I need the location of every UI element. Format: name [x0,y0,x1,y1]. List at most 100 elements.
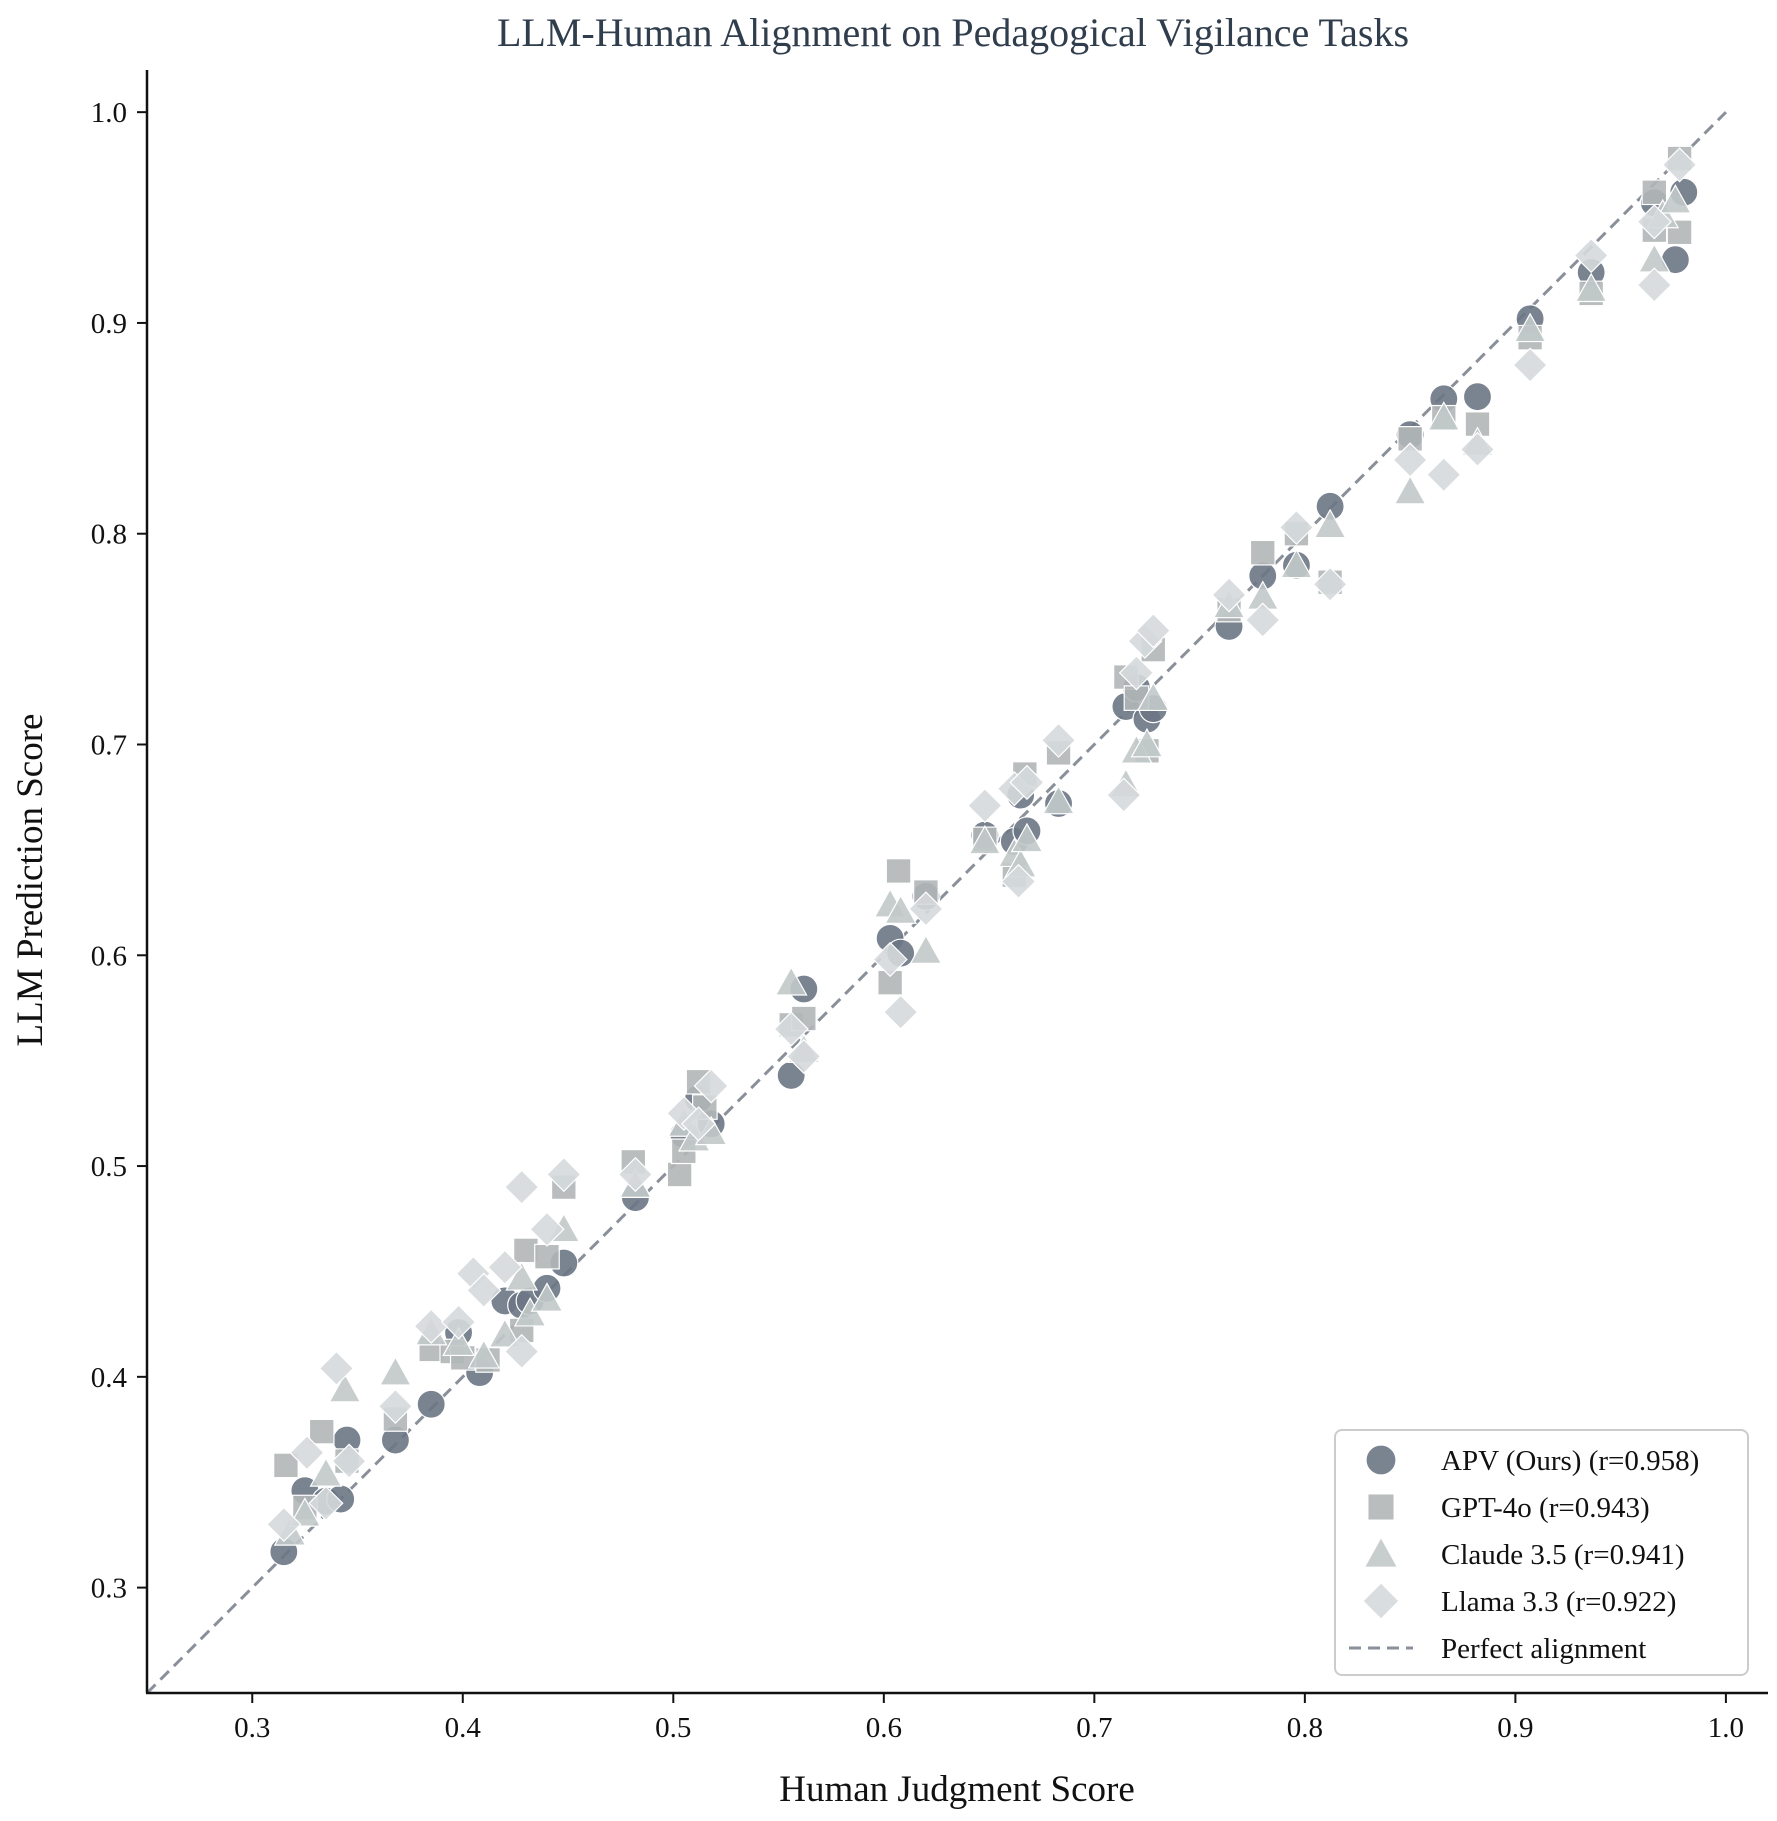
diamond-point [1135,613,1171,649]
x-ticks: 0.3 0.4 0.5 0.6 0.7 0.8 0.9 1.0 [234,1693,1744,1744]
legend-marker-diamond [1362,1582,1400,1620]
diamond-point [440,1304,477,1340]
legend-marker-circle [1365,1444,1397,1476]
x-tick-label: 0.9 [1497,1712,1533,1744]
legend: APV (Ours) (r=0.958) GPT-4o (r=0.943) Clau… [1334,1429,1749,1676]
diamond-point [1312,566,1348,602]
diamond-point [1211,577,1247,613]
x-axis-label: Human Judgment Score [779,1769,1135,1810]
circle-point [1462,382,1493,412]
diamond-point [1009,764,1045,801]
diamond-point [1392,442,1428,478]
diamond-point [289,1435,325,1471]
diamond-point [266,1506,302,1543]
plot-area [145,111,1727,1695]
diamond-point [487,1249,523,1285]
diamond-point [504,1333,540,1370]
y-tick-label: 0.6 [91,940,127,972]
square-point [513,1237,539,1264]
legend-label: Perfect alignment [1441,1633,1646,1665]
diamond-point [1040,722,1077,758]
triangle-point [1130,727,1164,758]
square-point [1397,426,1423,452]
diamond-point [1426,457,1462,493]
y-tick-label: 1.0 [91,97,127,129]
diamond-point [529,1211,565,1247]
triangle-point [968,824,1002,855]
x-tick-label: 0.7 [1076,1712,1112,1744]
triangle-point [774,966,808,996]
circle-point [416,1389,446,1419]
square-point [1249,539,1276,566]
diamond-point [693,1068,729,1104]
legend-label: Llama 3.3 (r=0.922) [1441,1586,1676,1618]
triangle-point [909,934,943,964]
y-tick-label: 0.3 [91,1573,127,1605]
diamond-point [1661,147,1698,183]
diamond-point [318,1350,355,1387]
x-tick-label: 0.5 [655,1712,691,1744]
square-point [666,1161,693,1188]
diamond-point [967,787,1003,824]
triangle-point [530,1282,564,1312]
legend-box [1334,1429,1749,1676]
triangle-point [1136,681,1170,712]
diamond-point [331,1443,367,1479]
diamond-point [617,1156,654,1193]
triangle-point [1393,474,1427,505]
diamond-point [1459,431,1496,468]
diamond-point [908,891,944,927]
diamond-point [504,1169,540,1205]
triangle-point [884,894,918,924]
x-tick-label: 0.3 [234,1712,270,1744]
y-tick-label: 0.8 [91,519,127,551]
diamond-point [1278,509,1315,546]
square-point [534,1243,560,1270]
diamond-point [1118,655,1155,691]
legend-label: GPT-4o (r=0.943) [1441,1492,1650,1524]
y-axis-label: LLM Prediction Score [10,714,51,1047]
square-point [1666,219,1693,246]
perfect-alignment-line [145,111,1727,1695]
y-tick-label: 0.5 [91,1151,127,1183]
triangle-point [505,1261,539,1291]
y-ticks: 0.3 0.4 0.5 0.6 0.7 0.8 0.9 1.0 [91,97,147,1605]
triangle-point [1513,312,1547,343]
legend-label: Claude 3.5 (r=0.941) [1441,1539,1684,1571]
diamond-point [872,941,908,978]
diamond-point [1106,777,1142,813]
y-tick-label: 0.7 [91,729,127,761]
legend-marker-square [1367,1493,1395,1521]
triangle-point [1658,184,1692,214]
diamond-point [1636,204,1672,240]
triangle-point [328,1372,362,1403]
diamond-point [883,994,919,1030]
diamond-point [466,1272,502,1309]
diamond-point [1245,602,1281,638]
square-point [308,1418,335,1445]
legend-label: APV (Ours) (r=0.958) [1441,1445,1699,1477]
square-point [885,858,912,884]
x-tick-label: 0.4 [445,1712,482,1744]
triangle-point [442,1326,475,1357]
chart-title: LLM-Human Alignment on Pedagogical Vigil… [497,10,1409,55]
legend-marker-triangle [1363,1536,1399,1568]
x-tick-label: 1.0 [1708,1712,1744,1744]
diamond-point [1636,267,1672,303]
triangle-point [1313,508,1347,539]
diamond-point [1000,863,1037,900]
diamond-point [786,1038,822,1075]
triangle-point [488,1318,522,1348]
y-tick-label: 0.4 [91,1362,128,1394]
diamond-point [308,1485,344,1521]
axes: 0.3 0.4 0.5 0.6 0.7 0.8 0.9 1.0 0.3 0.4 0.5 0.6 0.7… [91,70,1768,1744]
data-points [266,145,1699,1567]
diamond-point [546,1156,582,1193]
triangle-point [1574,272,1608,303]
triangle-point [1280,548,1313,579]
diamond-point [773,1011,809,1047]
y-tick-label: 0.9 [91,308,127,340]
x-tick-label: 0.6 [866,1712,902,1744]
triangle-point [1010,822,1044,853]
